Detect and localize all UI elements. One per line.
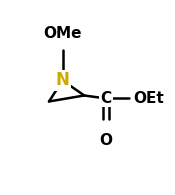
Text: OMe: OMe	[43, 26, 82, 41]
Text: OEt: OEt	[133, 91, 164, 106]
Text: C: C	[100, 91, 111, 106]
Text: O: O	[99, 133, 113, 148]
Text: N: N	[56, 71, 69, 90]
